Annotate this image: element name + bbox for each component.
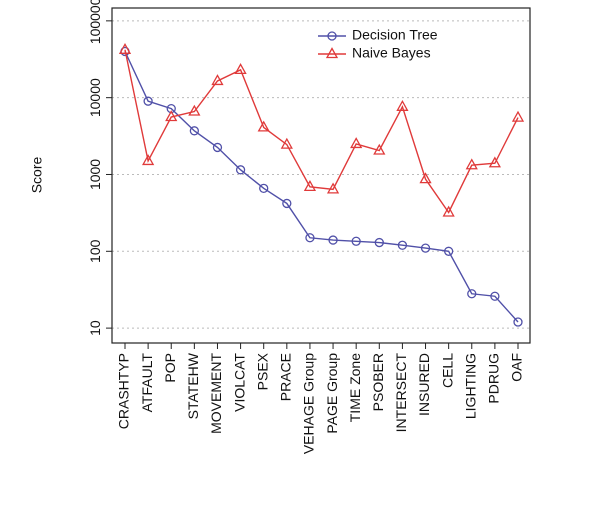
data-point bbox=[420, 243, 431, 253]
data-point bbox=[142, 154, 155, 166]
data-point bbox=[326, 182, 340, 194]
x-tick-label: TIME Zone bbox=[347, 353, 363, 422]
x-tick-label: POP bbox=[162, 353, 178, 383]
data-point bbox=[280, 137, 293, 149]
x-tick-label: CRASHTYP bbox=[116, 353, 132, 429]
x-tick-label: INTERSECT bbox=[393, 353, 409, 433]
x-tick-label: STATEHW bbox=[185, 352, 201, 419]
x-tick-label: PAGE Group bbox=[324, 353, 340, 434]
data-point bbox=[282, 198, 292, 209]
x-tick-label: OAF bbox=[509, 353, 525, 382]
x-tick-label: CELL bbox=[439, 353, 455, 388]
x-tick-label: PSEX bbox=[254, 352, 270, 390]
data-point bbox=[419, 172, 432, 184]
series-line bbox=[124, 49, 519, 214]
data-point bbox=[490, 291, 500, 301]
y-axis-label: Score bbox=[29, 157, 45, 194]
legend-marker bbox=[325, 47, 339, 59]
data-point bbox=[303, 180, 317, 192]
data-point bbox=[118, 42, 132, 54]
data-point bbox=[328, 235, 338, 245]
x-tick-label: PSOBER bbox=[370, 353, 386, 411]
x-tick-label: VIOLCAT bbox=[231, 353, 247, 412]
data-point bbox=[396, 99, 409, 111]
data-point bbox=[259, 183, 269, 193]
data-point bbox=[212, 142, 223, 153]
data-point bbox=[511, 110, 525, 122]
data-point bbox=[373, 143, 386, 155]
data-point bbox=[351, 236, 361, 246]
data-point bbox=[257, 120, 270, 132]
legend-label: Decision Tree bbox=[352, 27, 438, 43]
data-point bbox=[443, 246, 454, 256]
data-point bbox=[442, 205, 455, 217]
data-point bbox=[165, 110, 178, 122]
data-point bbox=[513, 317, 523, 327]
data-point bbox=[397, 240, 408, 250]
data-point bbox=[211, 74, 224, 86]
data-point bbox=[235, 165, 246, 175]
data-point bbox=[467, 289, 477, 299]
legend-label: Naive Bayes bbox=[352, 45, 431, 61]
data-point bbox=[234, 63, 247, 75]
x-tick-label: ATFAULT bbox=[139, 353, 155, 413]
plot-frame bbox=[111, 7, 531, 344]
data-point bbox=[465, 158, 478, 170]
y-tick-label: 1000 bbox=[87, 159, 103, 190]
data-point bbox=[488, 156, 501, 168]
data-point bbox=[350, 137, 363, 149]
data-point bbox=[143, 96, 153, 106]
legend-marker bbox=[327, 31, 337, 41]
data-point bbox=[188, 104, 201, 116]
x-tick-label: VEHAGE Group bbox=[301, 353, 317, 454]
y-tick-label: 100000 bbox=[87, 0, 103, 44]
x-tick-label: LIGHTING bbox=[462, 353, 478, 419]
x-tick-label: PRACE bbox=[278, 353, 294, 401]
x-tick-label: PDRUG bbox=[486, 353, 502, 404]
data-point bbox=[189, 126, 200, 136]
x-tick-label: MOVEMENT bbox=[208, 353, 224, 434]
y-tick-label: 100 bbox=[87, 239, 103, 263]
data-point bbox=[305, 233, 315, 243]
data-point bbox=[374, 237, 384, 248]
x-tick-label: INSURED bbox=[416, 353, 432, 416]
series-line bbox=[124, 51, 519, 323]
y-tick-label: 10 bbox=[87, 320, 103, 336]
y-tick-label: 10000 bbox=[87, 78, 103, 117]
